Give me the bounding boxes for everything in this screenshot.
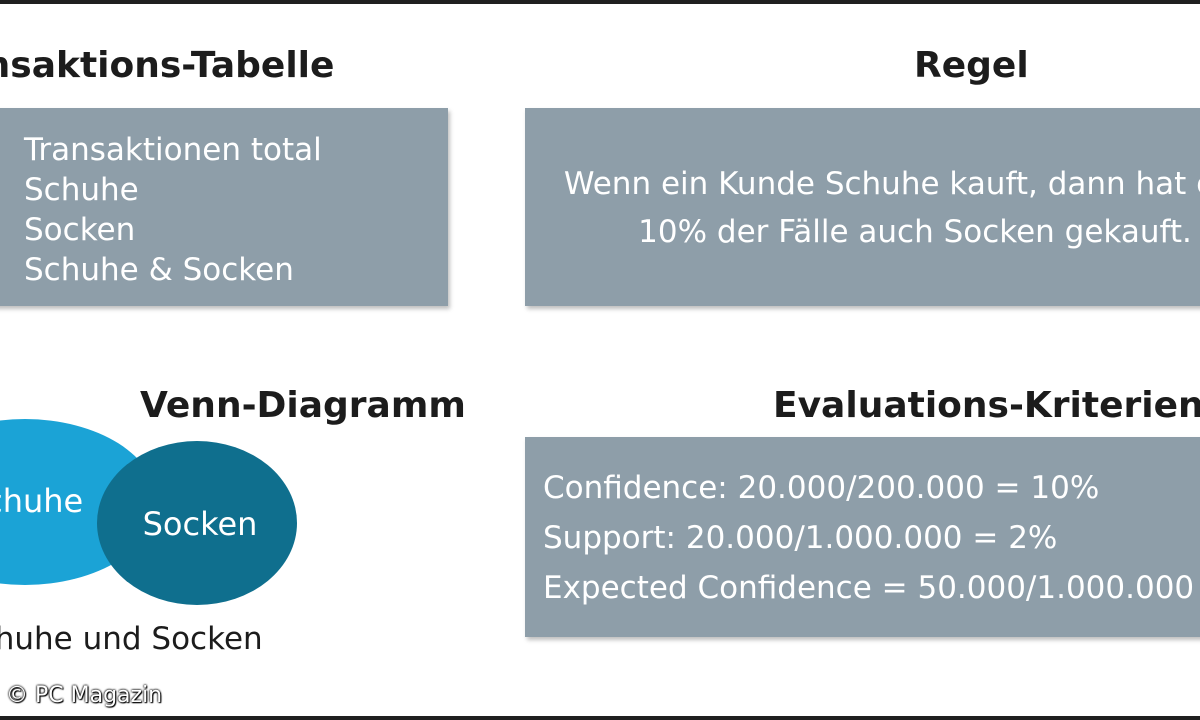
venn-diagram: Schuhe Socken <box>0 419 297 605</box>
frame-top-border <box>0 0 1200 4</box>
rule-heading: Regel <box>914 45 1029 86</box>
rule-line: 10% der Fälle auch Socken gekauft. <box>638 214 1192 250</box>
frame-bottom-border <box>0 716 1200 720</box>
evaluation-box: Confidence: 20.000/200.000 = 10% Support… <box>525 437 1200 637</box>
venn-heading: Venn-Diagramm <box>140 385 466 426</box>
evaluation-lines: Confidence: 20.000/200.000 = 10% Support… <box>543 463 1200 613</box>
transaction-row: Transaktionen total <box>24 132 322 168</box>
venn-label-socken: Socken <box>143 505 258 543</box>
evaluation-line: Support: 20.000/1.000.000 = 2% <box>543 520 1058 556</box>
venn-label-schuhe: Schuhe <box>0 482 83 520</box>
evaluation-line: Confidence: 20.000/200.000 = 10% <box>543 470 1100 506</box>
transaction-row: Socken <box>24 212 136 248</box>
venn-circle-socken <box>97 441 297 605</box>
evaluation-heading: Evaluations-Kriterien <box>773 385 1200 426</box>
rule-line: Wenn ein Kunde Schuhe kauft, dann hat er… <box>563 166 1200 202</box>
transaction-table-box: Transaktionen total Schuhe Socken Schuhe… <box>0 108 448 306</box>
rule-text: Wenn ein Kunde Schuhe kauft, dann hat er… <box>525 160 1200 256</box>
evaluation-line: Expected Confidence = 50.000/1.000.000 =… <box>543 570 1200 606</box>
transaction-row: Schuhe & Socken <box>24 252 294 288</box>
venn-caption: Schuhe und Socken <box>0 621 263 657</box>
transaction-row: Schuhe <box>24 172 139 208</box>
transaction-table-rows: Transaktionen total Schuhe Socken Schuhe… <box>24 130 322 290</box>
copyright-notice: © PC Magazin <box>6 683 163 708</box>
rule-box: Wenn ein Kunde Schuhe kauft, dann hat er… <box>525 108 1200 306</box>
transaction-table-heading: Transaktions-Tabelle <box>0 45 335 86</box>
